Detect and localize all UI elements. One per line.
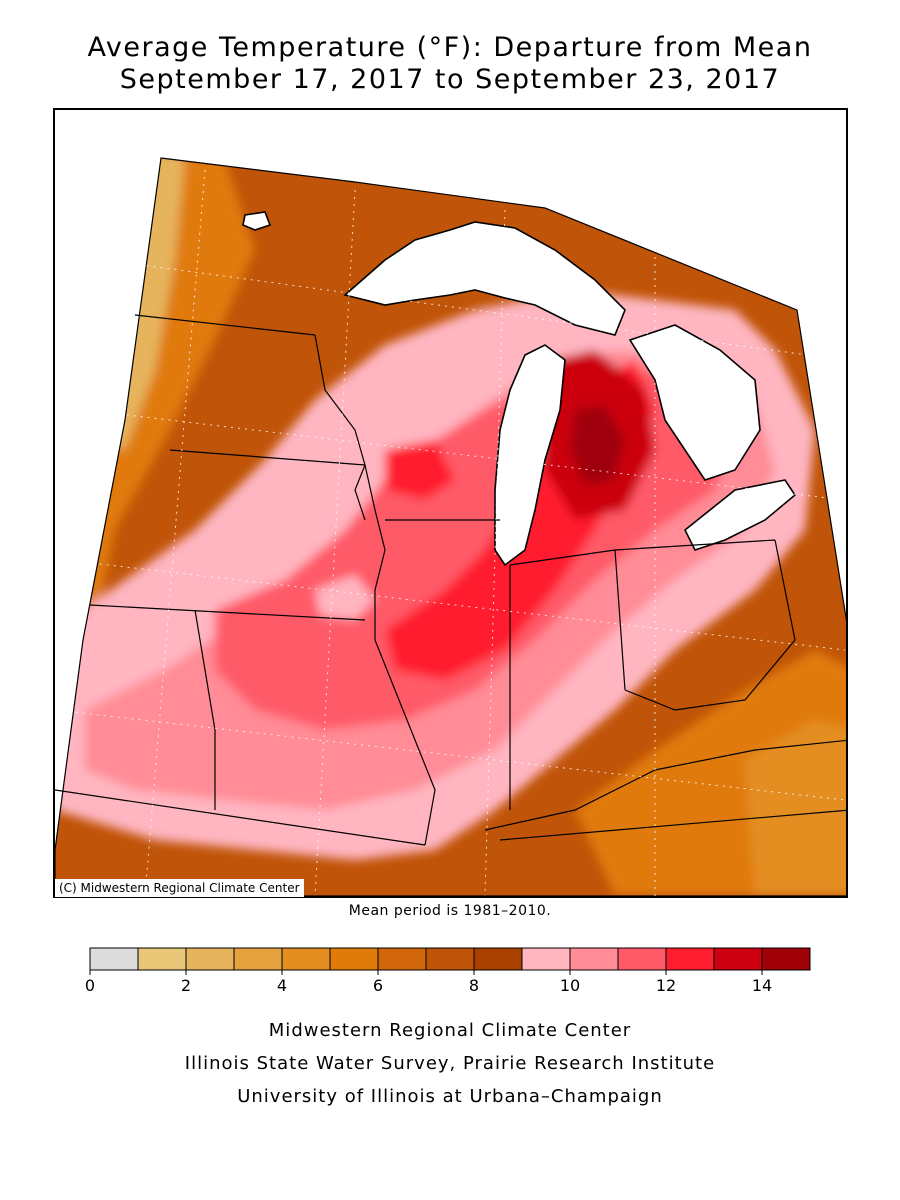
legend-tick-label: 0 — [85, 976, 95, 995]
mean-period-note: Mean period is 1981–2010. — [348, 903, 552, 919]
canada-unplotted — [475, 110, 846, 310]
dotted-county-grid — [55, 169, 846, 896]
legend-cell — [185, 947, 235, 971]
lake-superior — [343, 221, 626, 336]
legend-tick-label: 4 — [277, 976, 287, 995]
water-bodies — [242, 110, 846, 567]
credit-line-1: Midwestern Regional Climate Center — [268, 1020, 632, 1041]
map-title-line-1: Average Temperature (°F): Departure from… — [87, 32, 813, 63]
zone-southeast-light — [745, 720, 846, 896]
zone-15-michigan-core — [570, 405, 625, 485]
zone-light-spot-illinois — [315, 575, 375, 620]
legend-cell — [89, 947, 139, 971]
legend-cell — [665, 947, 715, 971]
legend-tick-label: 8 — [469, 976, 479, 995]
legend-cell — [713, 947, 763, 971]
legend-cell — [569, 947, 619, 971]
legend-tick-label: 12 — [656, 976, 676, 995]
legend-cell — [329, 947, 379, 971]
lake-huron — [628, 324, 761, 481]
legend-cell — [281, 947, 331, 971]
legend-tick-label: 14 — [752, 976, 772, 995]
zone-13-wisconsin — [385, 440, 455, 500]
legend-cell — [761, 947, 811, 971]
legend-color-cells — [89, 947, 811, 971]
credit-line-3: University of Illinois at Urbana–Champai… — [237, 1086, 663, 1107]
state-boundaries — [55, 157, 846, 896]
map-frame — [53, 108, 848, 898]
legend-cell — [377, 947, 427, 971]
temperature-departure-map — [55, 110, 846, 896]
lake-michigan — [494, 344, 566, 567]
legend-cell — [233, 947, 283, 971]
credit-line-2: Illinois State Water Survey, Prairie Res… — [184, 1053, 716, 1074]
legend-cell — [473, 947, 523, 971]
legend-cell — [137, 947, 187, 971]
legend-ticks: 0 2 4 6 8 10 12 14 — [85, 970, 772, 995]
color-legend: 0 2 4 6 8 10 12 14 — [85, 947, 811, 995]
legend-cell — [521, 947, 571, 971]
legend-tick-label: 10 — [560, 976, 580, 995]
legend-cell — [617, 947, 667, 971]
lake-of-the-woods — [242, 211, 272, 231]
copyright-label: (C) Midwestern Regional Climate Center — [55, 879, 304, 897]
map-title-line-2: September 17, 2017 to September 23, 2017 — [119, 64, 781, 95]
lake-erie — [683, 479, 797, 551]
legend-cell — [425, 947, 475, 971]
legend-tick-label: 2 — [181, 976, 191, 995]
legend-tick-label: 6 — [373, 976, 383, 995]
